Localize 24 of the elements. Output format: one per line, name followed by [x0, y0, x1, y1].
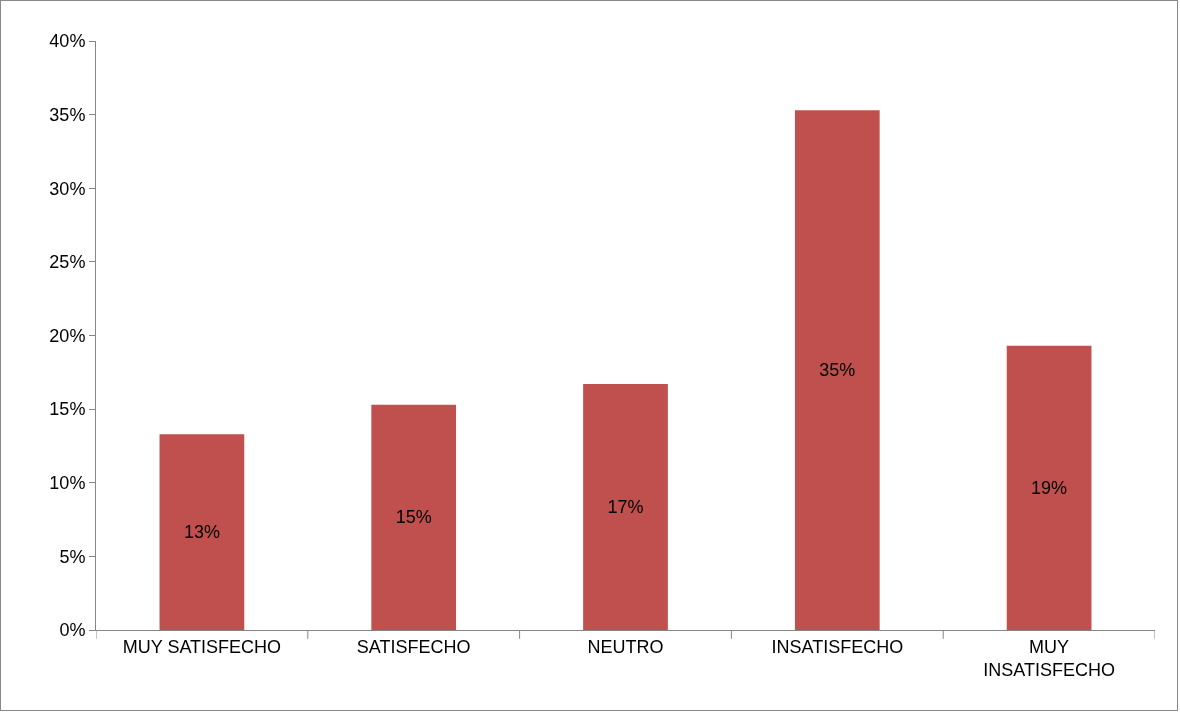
y-tick-label: 30%	[49, 178, 86, 199]
x-tick-label: SATISFECHO	[356, 636, 471, 657]
bar	[159, 434, 245, 630]
data-label: 19%	[1031, 477, 1068, 498]
x-tick-label: MUY SATISFECHO	[122, 636, 282, 657]
data-label: 35%	[819, 360, 856, 381]
bar	[583, 384, 668, 630]
bar	[371, 404, 457, 630]
data-label: 17%	[607, 497, 644, 518]
x-tick-label: MUY INSATISFECHO	[983, 636, 1115, 680]
y-tick-label: 40%	[49, 31, 86, 52]
data-label: 15%	[395, 507, 432, 528]
bar	[794, 110, 880, 630]
x-tick-label: NEUTRO	[587, 636, 664, 657]
y-tick-label: 25%	[49, 252, 86, 273]
x-tick-label: INSATISFECHO	[771, 636, 904, 657]
data-label: 13%	[183, 522, 220, 543]
bar	[1006, 345, 1092, 630]
y-tick-label: 0%	[59, 620, 86, 641]
y-tick-label: 10%	[49, 473, 86, 494]
y-tick-label: 5%	[59, 546, 86, 567]
y-tick-label: 20%	[49, 325, 86, 346]
y-tick-label: 35%	[49, 104, 86, 125]
y-tick-label: 15%	[49, 399, 86, 420]
